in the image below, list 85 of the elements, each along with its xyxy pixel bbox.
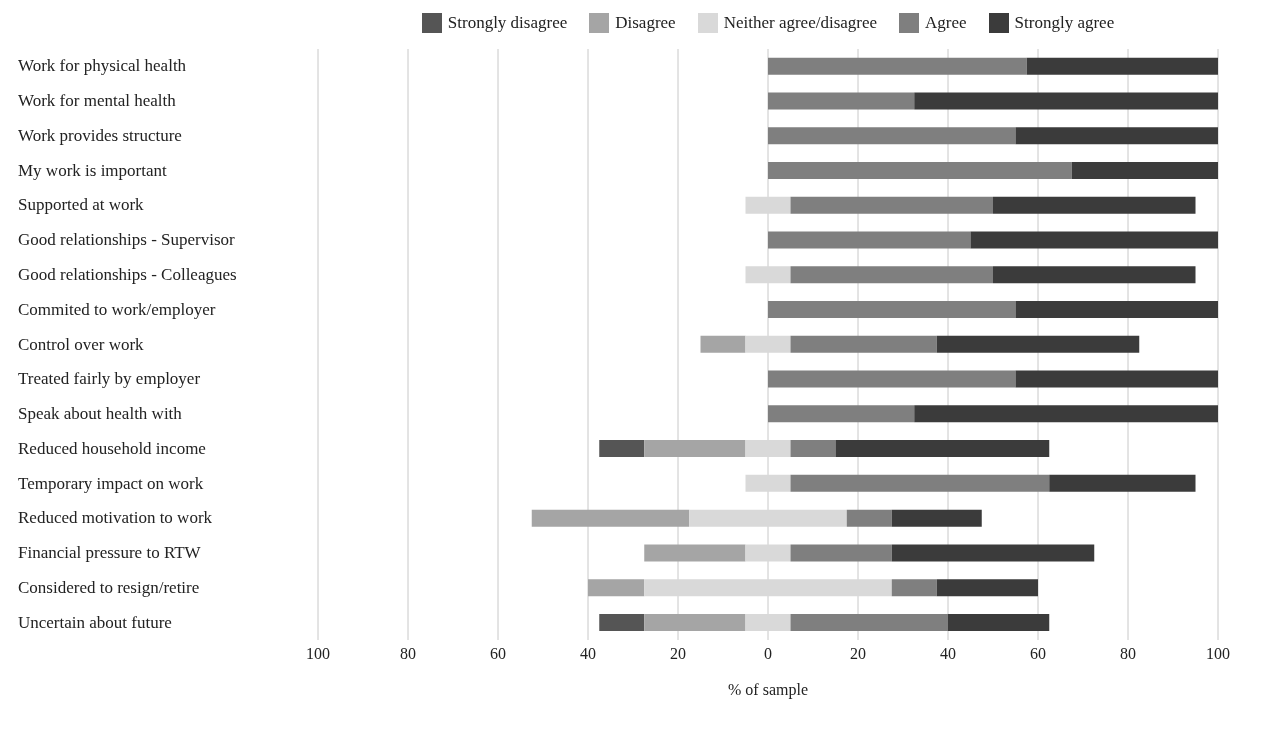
y-tick-label: Work for physical health xyxy=(18,56,187,76)
y-tick-label: Good relationships - Colleagues xyxy=(18,264,237,284)
x-tick-label: 80 xyxy=(1120,645,1136,663)
y-tick-label: Financial pressure to RTW xyxy=(18,543,202,563)
y-tick-label: Speak about health with xyxy=(18,404,183,424)
bar xyxy=(689,509,847,527)
x-tick-label: 20 xyxy=(670,645,686,663)
bar xyxy=(936,335,1140,353)
bar xyxy=(790,544,892,562)
bar xyxy=(936,579,1038,597)
bar xyxy=(835,440,1050,458)
bar xyxy=(768,370,1016,388)
bar xyxy=(644,440,746,458)
bar xyxy=(1015,127,1218,145)
bar xyxy=(745,335,791,353)
bar xyxy=(768,161,1072,179)
bar xyxy=(1015,301,1218,319)
bar xyxy=(993,266,1196,284)
y-tick-label: Work provides structure xyxy=(18,125,182,145)
x-tick-label: 40 xyxy=(580,645,596,663)
bar xyxy=(644,579,892,597)
bar xyxy=(745,474,791,492)
bar xyxy=(914,92,1218,110)
bar xyxy=(768,301,1016,319)
bar xyxy=(745,440,791,458)
x-tick-label: 80 xyxy=(400,645,416,663)
y-tick-label: Work for mental health xyxy=(18,91,177,111)
bar xyxy=(700,335,746,353)
bar xyxy=(745,196,791,214)
y-tick-label: Reduced household income xyxy=(18,438,206,458)
x-axis-title: % of sample xyxy=(728,681,808,699)
bar xyxy=(1015,370,1218,388)
legend-label: Strongly disagree xyxy=(447,13,568,33)
y-tick-label: Supported at work xyxy=(18,195,145,215)
bar xyxy=(993,196,1196,214)
x-tick-label: 40 xyxy=(940,645,956,663)
bar xyxy=(970,231,1218,249)
bar xyxy=(790,196,993,214)
bar xyxy=(1071,161,1218,179)
bar xyxy=(644,544,746,562)
bar xyxy=(790,266,993,284)
y-tick-label: Temporary impact on work xyxy=(18,473,204,493)
bar xyxy=(914,405,1218,423)
y-tick-label: Uncertain about future xyxy=(18,612,172,632)
y-tick-label: Treated fairly by employer xyxy=(18,369,201,389)
x-tick-label: 100 xyxy=(306,645,330,663)
x-tick-label: 0 xyxy=(764,645,772,663)
bar xyxy=(599,440,645,458)
y-tick-label: Considered to resign/retire xyxy=(18,577,200,597)
x-tick-label: 20 xyxy=(850,645,866,663)
bar xyxy=(891,544,1095,562)
y-tick-label: Control over work xyxy=(18,334,145,354)
bar xyxy=(790,335,937,353)
bar xyxy=(745,266,791,284)
y-tick-label: Reduced motivation to work xyxy=(18,508,213,528)
legend-label: Disagree xyxy=(615,13,676,33)
bar xyxy=(768,57,1027,75)
x-tick-label: 60 xyxy=(1030,645,1046,663)
legend-label: Neither agree/disagree xyxy=(723,13,878,33)
bar xyxy=(644,613,746,631)
bar xyxy=(768,231,971,249)
x-tick-label: 100 xyxy=(1206,645,1230,663)
bar xyxy=(531,509,690,527)
bar xyxy=(588,579,645,597)
bar xyxy=(891,509,982,527)
bar xyxy=(745,544,791,562)
bar xyxy=(768,127,1016,145)
bar xyxy=(768,405,915,423)
x-tick-label: 60 xyxy=(490,645,506,663)
bar xyxy=(891,579,937,597)
bar xyxy=(768,92,915,110)
bar xyxy=(790,474,1050,492)
legend-label: Agree xyxy=(925,13,967,33)
bar xyxy=(745,613,791,631)
bar xyxy=(790,440,836,458)
bar xyxy=(1026,57,1218,75)
y-tick-label: Commited to work/employer xyxy=(18,299,216,319)
bar xyxy=(846,509,892,527)
bar xyxy=(1049,474,1196,492)
bar xyxy=(790,613,948,631)
y-tick-label: My work is important xyxy=(18,160,168,180)
bar xyxy=(599,613,645,631)
y-tick-label: Good relationships - Supervisor xyxy=(18,230,236,250)
legend-label: Strongly agree xyxy=(1014,13,1115,33)
bar xyxy=(948,613,1050,631)
